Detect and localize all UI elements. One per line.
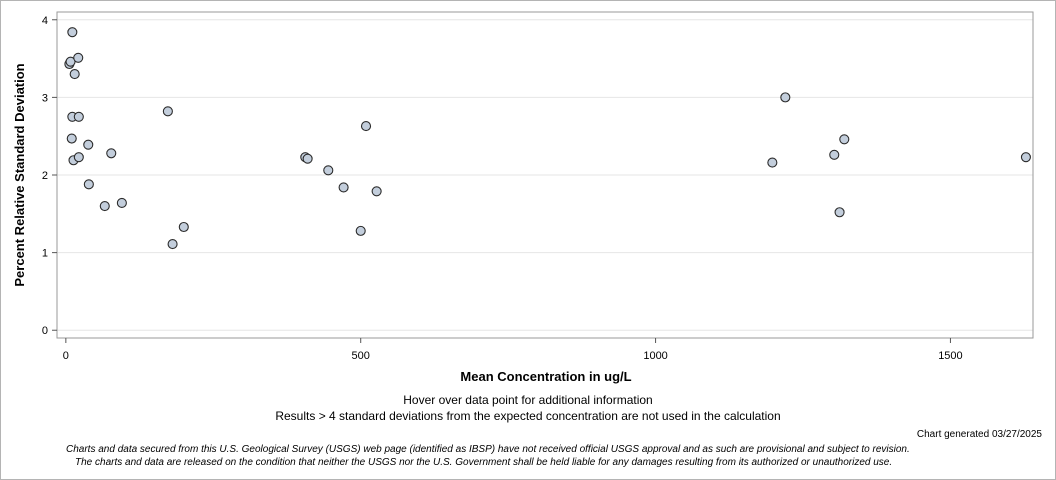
data-point[interactable] (106, 148, 117, 159)
data-point[interactable] (767, 157, 778, 168)
data-point[interactable] (323, 165, 334, 176)
data-point[interactable] (829, 149, 840, 160)
data-point[interactable] (834, 207, 845, 218)
data-point[interactable] (73, 111, 84, 122)
disclaimer-line-2: The charts and data are released on the … (75, 457, 893, 468)
x-tick-label: 500 (352, 350, 370, 362)
y-tick-label: 4 (42, 15, 48, 27)
data-point[interactable] (1020, 152, 1031, 163)
data-point[interactable] (780, 92, 791, 103)
data-point[interactable] (839, 134, 850, 145)
data-point[interactable] (99, 200, 110, 212)
data-point[interactable] (302, 153, 313, 164)
scatter-chart: 0 500 1000 1500 0 1 2 3 4 Mean Concentration in… (12, 11, 1034, 384)
gridlines (57, 19, 1033, 331)
chart-generated-date: Chart generated 03/27/2025 (916, 429, 1042, 440)
data-point[interactable] (73, 52, 84, 63)
y-tick-label: 3 (42, 92, 48, 104)
y-tick-label: 0 (42, 325, 48, 337)
data-point[interactable] (69, 69, 80, 80)
y-tick-label: 1 (42, 248, 48, 260)
data-point[interactable] (83, 139, 94, 150)
data-points (64, 27, 1031, 250)
disclaimer-line-1: Charts and data secured from this U.S. G… (66, 444, 910, 455)
data-point[interactable] (355, 225, 366, 236)
y-axis-label: Percent Relative Standard Deviation (12, 63, 27, 286)
y-tick-label: 2 (42, 170, 48, 182)
data-point[interactable] (83, 179, 94, 190)
results-note: Results > 4 standard deviations from the… (275, 409, 781, 423)
x-tick-label: 0 (63, 350, 69, 362)
y-axis: 0 1 2 3 4 (42, 15, 57, 337)
x-axis: 0 500 1000 1500 (63, 338, 963, 362)
data-point[interactable] (66, 133, 77, 144)
x-tick-label: 1500 (938, 350, 962, 362)
data-point[interactable] (360, 121, 372, 132)
data-point[interactable] (67, 27, 78, 38)
data-point[interactable] (116, 197, 127, 208)
data-point[interactable] (167, 239, 178, 250)
data-point[interactable] (178, 221, 189, 233)
x-axis-label: Mean Concentration in ug/L (460, 369, 631, 384)
data-point[interactable] (162, 106, 173, 117)
data-point[interactable] (338, 182, 349, 193)
data-point[interactable] (371, 186, 382, 197)
data-point[interactable] (73, 152, 84, 163)
x-tick-label: 1000 (643, 350, 667, 362)
hover-note: Hover over data point for additional inf… (403, 393, 653, 407)
